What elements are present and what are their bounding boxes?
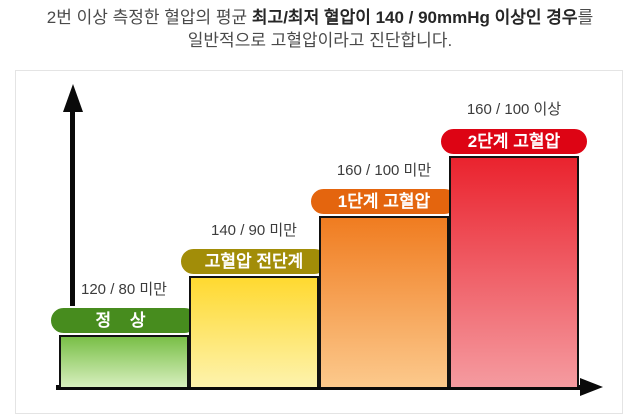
title-text-bold: 최고/최저 혈압이 140 / 90mmHg 이상인 경우 (251, 8, 578, 27)
stage-badge-stage1: 1단계 고혈압 (309, 187, 459, 216)
page-title: 2번 이상 측정한 혈압의 평균 최고/최저 혈압이 140 / 90mmHg … (0, 6, 640, 52)
page-title-line1: 2번 이상 측정한 혈압의 평균 최고/최저 혈압이 140 / 90mmHg … (0, 6, 640, 29)
title-text-suffix: 를 (577, 8, 594, 27)
range-label-stage2: 160 / 100 이상 (466, 101, 562, 118)
range-label-prehypertension: 140 / 90 미만 (211, 222, 297, 239)
stage-badge-normal: 정 상 (49, 306, 199, 335)
bar-stage2 (449, 156, 579, 387)
title-text-regular: 2번 이상 측정한 혈압의 평균 (46, 8, 252, 27)
bar-stage1 (319, 216, 449, 387)
range-label-normal: 120 / 80 미만 (81, 281, 167, 298)
bar-normal (59, 335, 189, 387)
y-axis-line (70, 111, 75, 389)
y-axis-arrowhead-icon (63, 84, 83, 112)
x-axis-arrowhead-icon (580, 378, 603, 396)
stage-badge-stage2: 2단계 고혈압 (439, 127, 589, 156)
page-title-line2: 일반적으로 고혈압이라고 진단합니다. (187, 31, 453, 50)
bar-prehypertension (189, 276, 319, 387)
x-axis-line (56, 385, 583, 390)
range-label-stage1: 160 / 100 미만 (336, 162, 432, 179)
blood-pressure-chart-panel: 120 / 80 미만 정 상 140 / 90 미만 고혈압 전단계 160 … (15, 70, 623, 414)
stage-badge-prehypertension: 고혈압 전단계 (179, 247, 329, 276)
